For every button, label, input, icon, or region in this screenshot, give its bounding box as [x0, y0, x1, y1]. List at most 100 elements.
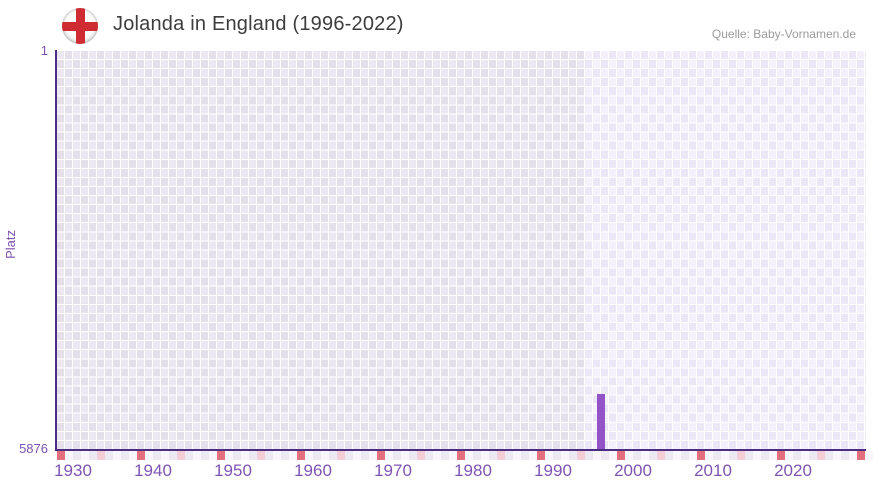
year-cell: [721, 451, 729, 460]
x-tick-label-1980: 1980: [454, 461, 492, 480]
year-cell: [73, 451, 81, 460]
year-cell: [233, 451, 241, 460]
year-cell: [169, 451, 177, 460]
decade-tick-mark: [777, 451, 785, 460]
half-decade-tick-mark: [657, 451, 665, 460]
y-axis-line: [55, 50, 57, 451]
year-cell: [201, 451, 209, 460]
decade-tick-mark: [137, 451, 145, 460]
year-cell: [593, 451, 601, 460]
x-tick-label-1940: 1940: [134, 461, 172, 480]
half-decade-tick-mark: [97, 451, 105, 460]
year-cell: [609, 451, 617, 460]
year-cell: [449, 451, 457, 460]
x-axis-line: [55, 449, 866, 451]
year-cell: [681, 451, 689, 460]
x-tick-label-2020: 2020: [774, 461, 812, 480]
year-cell: [209, 451, 217, 460]
year-cell: [353, 451, 361, 460]
rank-bar-1996[interactable]: [597, 394, 605, 449]
year-cell: [513, 451, 521, 460]
year-cell: [329, 451, 337, 460]
x-tick-label-1960: 1960: [294, 461, 332, 480]
decade-tick-mark: [857, 451, 865, 460]
year-cell: [289, 451, 297, 460]
year-cell: [801, 451, 809, 460]
half-decade-tick-mark: [417, 451, 425, 460]
decade-tick-mark: [617, 451, 625, 460]
half-decade-tick-mark: [177, 451, 185, 460]
year-cell: [281, 451, 289, 460]
year-cell: [569, 451, 577, 460]
year-cell: [553, 451, 561, 460]
decade-tick-mark: [217, 451, 225, 460]
year-cell: [865, 451, 873, 460]
year-cell: [385, 451, 393, 460]
year-cell: [361, 451, 369, 460]
x-tick-label-1990: 1990: [534, 461, 572, 480]
year-cell: [705, 451, 713, 460]
year-cell: [489, 451, 497, 460]
year-cell: [849, 451, 857, 460]
year-cell: [729, 451, 737, 460]
year-cell: [305, 451, 313, 460]
year-cell: [321, 451, 329, 460]
year-cell: [273, 451, 281, 460]
y-axis-label: Platz: [3, 230, 18, 259]
year-cell: [345, 451, 353, 460]
y-tick-bottom: 5876: [19, 441, 48, 456]
year-cell: [641, 451, 649, 460]
year-cell: [809, 451, 817, 460]
year-cell: [193, 451, 201, 460]
year-cell: [225, 451, 233, 460]
year-cell: [745, 451, 753, 460]
x-tick-labels: 1930 1940 1950 1960 1970 1980 1990 2000 2010 2020: [0, 461, 873, 483]
half-decade-tick-mark: [497, 451, 505, 460]
half-decade-tick-mark: [257, 451, 265, 460]
year-cell: [545, 451, 553, 460]
year-cell: [625, 451, 633, 460]
x-tick-label-2010: 2010: [694, 461, 732, 480]
year-cell: [841, 451, 849, 460]
grid-band-outside-period: [57, 50, 585, 449]
year-cell: [153, 451, 161, 460]
year-cell: [409, 451, 417, 460]
y-tick-top: 1: [40, 43, 48, 58]
year-cell: [633, 451, 641, 460]
year-cell: [833, 451, 841, 460]
flag-cross-vertical: [75, 8, 85, 44]
x-tick-label-2000: 2000: [614, 461, 652, 480]
year-cell: [649, 451, 657, 460]
year-cell: [265, 451, 273, 460]
year-cell: [113, 451, 121, 460]
year-cell: [673, 451, 681, 460]
year-cell: [369, 451, 377, 460]
year-cell: [529, 451, 537, 460]
year-cell: [793, 451, 801, 460]
plot-area: [57, 50, 866, 449]
year-cell: [769, 451, 777, 460]
year-cell: [753, 451, 761, 460]
half-decade-tick-mark: [737, 451, 745, 460]
year-cell: [825, 451, 833, 460]
year-cell: [161, 451, 169, 460]
source-attribution: Quelle: Baby-Vornamen.de: [711, 27, 856, 41]
year-cell: [761, 451, 769, 460]
x-tick-label-1970: 1970: [374, 461, 412, 480]
below-axis-tick-row: [57, 451, 873, 460]
x-tick-label-1950: 1950: [214, 461, 252, 480]
year-cell: [81, 451, 89, 460]
england-flag-icon: [62, 8, 98, 44]
year-cell: [473, 451, 481, 460]
year-cell: [249, 451, 257, 460]
decade-tick-mark: [697, 451, 705, 460]
year-cell: [185, 451, 193, 460]
decade-tick-mark: [457, 451, 465, 460]
year-cell: [129, 451, 137, 460]
year-cell: [601, 451, 609, 460]
year-cell: [121, 451, 129, 460]
half-decade-tick-mark: [577, 451, 585, 460]
year-cell: [713, 451, 721, 460]
year-cell: [665, 451, 673, 460]
year-cell: [561, 451, 569, 460]
